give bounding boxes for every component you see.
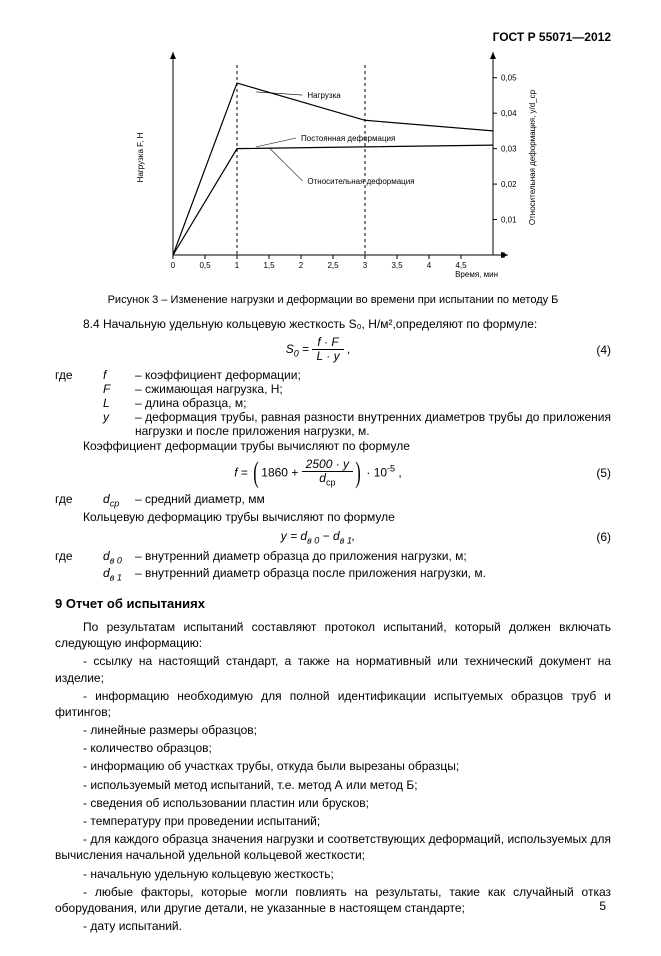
- svg-text:2: 2: [299, 261, 304, 270]
- defs-1: гдеf– коэффициент деформации;гдеF– сжима…: [55, 368, 611, 438]
- formula-4-num: (4): [581, 343, 611, 357]
- svg-text:0: 0: [501, 251, 506, 260]
- svg-text:0,04: 0,04: [501, 109, 517, 118]
- svg-text:0,02: 0,02: [501, 180, 517, 189]
- svg-text:0,5: 0,5: [199, 261, 211, 270]
- bullet-item: - информацию необходимую для полной иден…: [55, 688, 611, 720]
- bullet-item: - начальную удельную кольцевую жесткость…: [55, 866, 611, 882]
- defs-2: гдеdcp– средний диаметр, мм: [55, 492, 611, 508]
- def-row: гдеL– длина образца, м;: [55, 396, 611, 410]
- bullet-item: - ссылку на настоящий стандарт, а также …: [55, 653, 611, 685]
- chart-svg: 0 0,5 1 1,5 2 2,5 3 3,5 4 4,5Время, мин 0 0,01 0,02 0…: [113, 50, 553, 285]
- svg-text:1,5: 1,5: [263, 261, 275, 270]
- svg-text:1: 1: [235, 261, 240, 270]
- svg-text:3: 3: [363, 261, 368, 270]
- para-8-4: 8.4 Начальную удельную кольцевую жесткос…: [55, 316, 611, 332]
- bullet-item: - температуру при проведении испытаний;: [55, 813, 611, 829]
- svg-text:Нагрузка F, Н: Нагрузка F, Н: [136, 132, 145, 182]
- bullet-item: - линейные размеры образцов;: [55, 722, 611, 738]
- svg-text:4,5: 4,5: [455, 261, 467, 270]
- svg-text:0,05: 0,05: [501, 74, 517, 83]
- bullet-item: - сведения об использовании пластин или …: [55, 795, 611, 811]
- svg-text:2,5: 2,5: [327, 261, 339, 270]
- def-row: гдеF– сжимающая нагрузка, Н;: [55, 382, 611, 396]
- line-coef: Коэффициент деформации трубы вычисляют п…: [55, 438, 611, 454]
- svg-text:0,03: 0,03: [501, 145, 517, 154]
- doc-header: ГОСТ Р 55071—2012: [55, 30, 611, 44]
- chart-figure: 0 0,5 1 1,5 2 2,5 3 3,5 4 4,5Время, мин 0 0,01 0,02 0…: [55, 50, 611, 288]
- line-ring: Кольцевую деформацию трубы вычисляют по …: [55, 509, 611, 525]
- svg-text:Относительная деформация: Относительная деформация: [307, 177, 414, 186]
- bullet-item: - для каждого образца значения нагрузки …: [55, 831, 611, 863]
- formula-4: S0 = f · FL · y , (4): [55, 336, 611, 363]
- svg-text:4: 4: [427, 261, 432, 270]
- svg-text:Относительная деформация, y/d_: Относительная деформация, y/d_cp: [528, 89, 537, 225]
- bullet-item: - информацию об участках трубы, откуда б…: [55, 758, 611, 774]
- formula-5-num: (5): [581, 466, 611, 480]
- defs-3: гдеdв 0– внутренний диаметр образца до п…: [55, 549, 611, 582]
- section-9-intro: По результатам испытаний составляют прот…: [55, 619, 611, 651]
- bullet-item: - используемый метод испытаний, т.е. мет…: [55, 777, 611, 793]
- page-number: 5: [599, 899, 606, 913]
- svg-text:Время, мин: Время, мин: [455, 270, 498, 279]
- bullet-item: - дату испытаний.: [55, 918, 611, 934]
- def-row: гдеf– коэффициент деформации;: [55, 368, 611, 382]
- def-row: гдеdв 0– внутренний диаметр образца до п…: [55, 549, 611, 565]
- svg-text:Нагрузка: Нагрузка: [307, 91, 341, 100]
- bullet-item: - любые факторы, которые могли повлиять …: [55, 884, 611, 916]
- formula-6-num: (6): [581, 530, 611, 544]
- figure-caption: Рисунок 3 – Изменение нагрузки и деформа…: [55, 294, 611, 306]
- svg-text:0: 0: [171, 261, 176, 270]
- section-9-heading: 9 Отчет об испытаниях: [55, 596, 611, 611]
- svg-text:Постоянная деформация: Постоянная деформация: [301, 134, 395, 143]
- formula-5: f = (1860 + 2500 · y dcp ) · 10-5 , (5): [55, 458, 611, 488]
- svg-text:3,5: 3,5: [391, 261, 403, 270]
- svg-text:0,01: 0,01: [501, 216, 517, 225]
- formula-6: y = dв 0 − dв 1, (6): [55, 529, 611, 545]
- def-row: гдеdcp– средний диаметр, мм: [55, 492, 611, 508]
- report-bullets: - ссылку на настоящий стандарт, а также …: [55, 653, 611, 934]
- def-row: гдеy– деформация трубы, равная разности …: [55, 410, 611, 438]
- bullet-item: - количество образцов;: [55, 740, 611, 756]
- def-row: гдеdв 1– внутренний диаметр образца посл…: [55, 566, 611, 582]
